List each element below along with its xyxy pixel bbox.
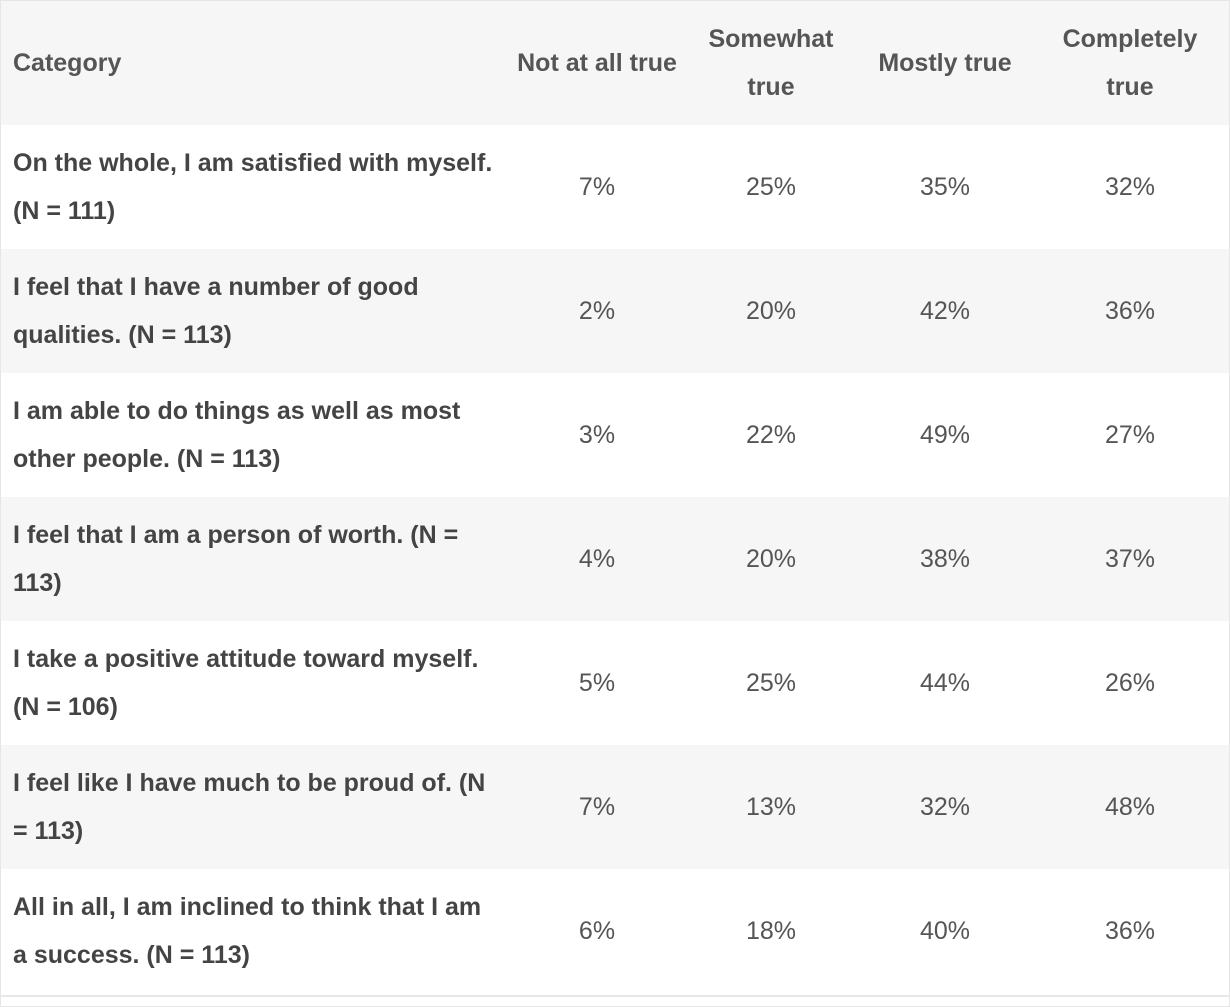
cell-mostly-true: 35%	[919, 173, 971, 201]
header-not-at-all-true: Not at all true	[517, 49, 677, 77]
row-category: I feel like I have much to be proud of. …	[13, 769, 486, 845]
cell-mostly-true: 49%	[919, 421, 971, 449]
cell-somewhat-true: 25%	[745, 669, 797, 697]
cell-somewhat-true: 20%	[745, 545, 797, 573]
row-category: I take a positive attitude toward myself…	[13, 645, 479, 721]
cell-completely-true: 48%	[1104, 793, 1156, 821]
cell-mostly-true: 32%	[919, 793, 971, 821]
cell-somewhat-true: 22%	[745, 421, 797, 449]
cell-mostly-true: 40%	[919, 917, 971, 945]
table-row: All in all, I am inclined to think that …	[1, 869, 1229, 993]
cell-not-at-all-true: 6%	[578, 917, 616, 945]
row-category: On the whole, I am satisfied with myself…	[13, 149, 493, 225]
header-completely-true: Completely true	[1062, 25, 1198, 101]
cell-not-at-all-true: 3%	[578, 421, 616, 449]
header-mostly-true: Mostly true	[878, 49, 1012, 77]
row-category: I feel that I am a person of worth. (N =…	[13, 521, 459, 597]
header-category: Category	[13, 49, 122, 77]
table-row: I am able to do things as well as most o…	[1, 373, 1229, 497]
cell-completely-true: 36%	[1104, 917, 1156, 945]
table-row: On the whole, I am satisfied with myself…	[1, 125, 1229, 249]
header-row: Category Not at all true Somewhat true M…	[1, 1, 1229, 125]
cell-completely-true: 37%	[1104, 545, 1156, 573]
table-bottom-divider	[1, 995, 1229, 997]
row-category: I feel that I have a number of good qual…	[13, 273, 419, 349]
cell-mostly-true: 38%	[919, 545, 971, 573]
table-row: I take a positive attitude toward myself…	[1, 621, 1229, 745]
table-row: I feel that I am a person of worth. (N =…	[1, 497, 1229, 621]
table-row: I feel like I have much to be proud of. …	[1, 745, 1229, 869]
table-header: Category Not at all true Somewhat true M…	[1, 1, 1229, 125]
row-category: All in all, I am inclined to think that …	[13, 893, 482, 969]
cell-somewhat-true: 20%	[745, 297, 797, 325]
cell-somewhat-true: 13%	[745, 793, 797, 821]
table-row: I feel that I have a number of good qual…	[1, 249, 1229, 373]
cell-somewhat-true: 25%	[745, 173, 797, 201]
cell-completely-true: 32%	[1104, 173, 1156, 201]
cell-completely-true: 27%	[1104, 421, 1156, 449]
cell-not-at-all-true: 7%	[578, 173, 616, 201]
table-body: On the whole, I am satisfied with myself…	[1, 125, 1229, 993]
cell-mostly-true: 44%	[919, 669, 971, 697]
cell-not-at-all-true: 2%	[578, 297, 616, 325]
cell-not-at-all-true: 5%	[578, 669, 616, 697]
cell-mostly-true: 42%	[919, 297, 971, 325]
cell-not-at-all-true: 4%	[578, 545, 616, 573]
cell-completely-true: 26%	[1104, 669, 1156, 697]
cell-somewhat-true: 18%	[745, 917, 797, 945]
cell-completely-true: 36%	[1104, 297, 1156, 325]
header-somewhat-true: Somewhat true	[708, 25, 834, 101]
cell-not-at-all-true: 7%	[578, 793, 616, 821]
row-category: I am able to do things as well as most o…	[13, 397, 461, 473]
